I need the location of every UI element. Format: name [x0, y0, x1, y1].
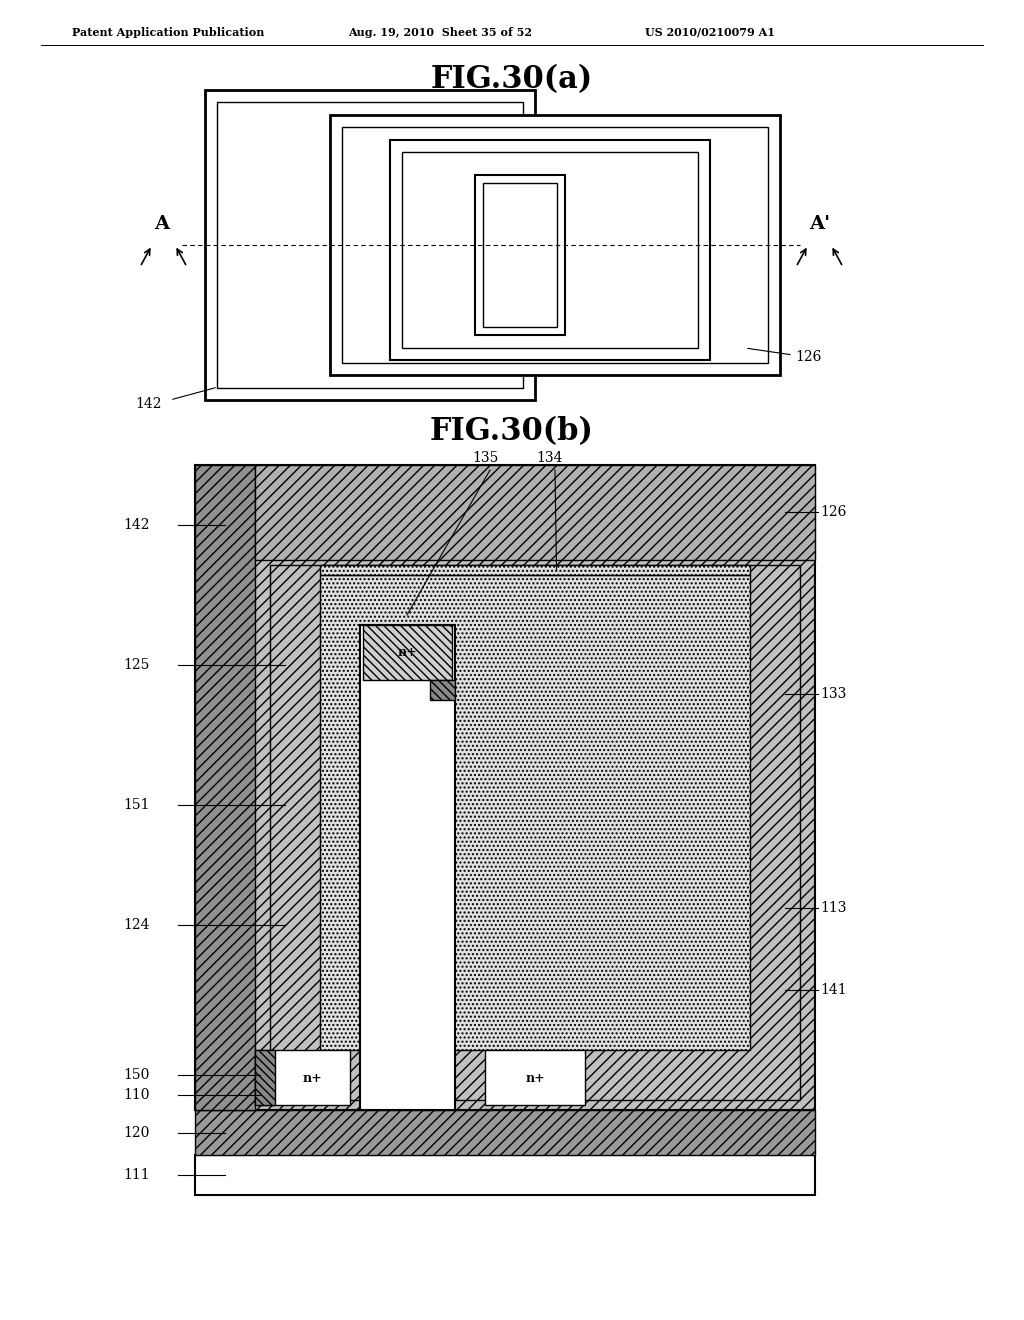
Text: 150: 150 [124, 1068, 150, 1082]
Bar [475, 176, 565, 335]
Bar [319, 565, 750, 576]
Text: 110: 110 [124, 1088, 150, 1102]
Bar [255, 1049, 350, 1105]
Bar [430, 680, 455, 700]
Text: 124: 124 [124, 917, 150, 932]
Bar [330, 115, 780, 375]
Bar [402, 152, 698, 348]
Text: 126: 126 [795, 350, 821, 364]
Text: A': A' [809, 215, 830, 234]
Text: Patent Application Publication: Patent Application Publication [72, 26, 264, 37]
Bar [255, 465, 815, 560]
Text: A: A [155, 215, 170, 234]
Text: 135: 135 [472, 451, 499, 465]
Text: 133: 133 [820, 686, 847, 701]
Bar [205, 90, 535, 400]
Bar [195, 465, 815, 1110]
Text: n+: n+ [397, 647, 417, 660]
Text: 125: 125 [124, 657, 150, 672]
Text: 142: 142 [135, 397, 162, 411]
Bar [217, 102, 523, 388]
Bar [483, 183, 557, 327]
Text: US 2010/0210079 A1: US 2010/0210079 A1 [645, 26, 775, 37]
Text: 111: 111 [123, 1168, 150, 1181]
Text: n+: n+ [525, 1072, 545, 1085]
Text: 126: 126 [820, 506, 847, 519]
Bar [195, 1110, 815, 1155]
Text: 113: 113 [820, 900, 847, 915]
Bar [362, 624, 452, 680]
Bar [270, 565, 800, 1100]
Text: 141: 141 [820, 983, 847, 997]
Bar [195, 1155, 815, 1195]
Bar [195, 465, 255, 1110]
Bar [485, 1049, 585, 1105]
Bar [342, 127, 768, 363]
Text: Aug. 19, 2010  Sheet 35 of 52: Aug. 19, 2010 Sheet 35 of 52 [348, 26, 532, 37]
Text: n+: n+ [302, 1072, 322, 1085]
Text: 151: 151 [124, 799, 150, 812]
Text: 134: 134 [537, 451, 563, 465]
Text: 120: 120 [124, 1126, 150, 1140]
Bar [390, 140, 710, 360]
Bar [360, 624, 455, 1110]
Text: 142: 142 [124, 517, 150, 532]
Text: FIG.30(b): FIG.30(b) [430, 417, 594, 447]
Bar [319, 576, 750, 1049]
Bar [255, 1049, 275, 1105]
Text: FIG.30(a): FIG.30(a) [431, 65, 593, 95]
